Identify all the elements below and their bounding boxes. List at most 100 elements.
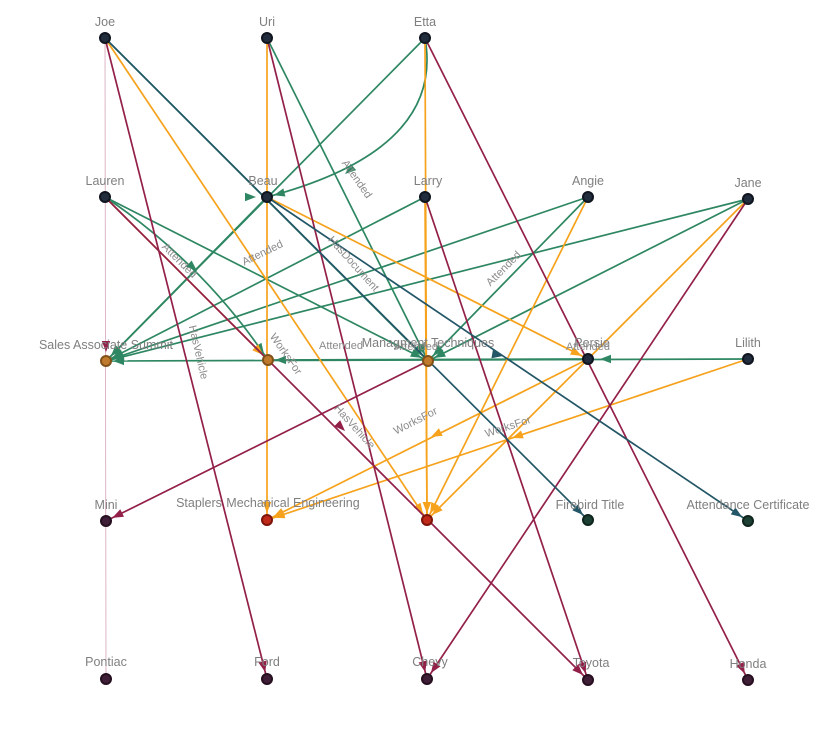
node-label-uri: Uri xyxy=(259,15,275,29)
node-beau[interactable] xyxy=(261,191,273,203)
node-uri[interactable] xyxy=(261,32,273,44)
mid-arrowhead-icon xyxy=(345,163,357,174)
edge-lauren-u1-attended xyxy=(104,196,269,361)
node-label-lauren: Lauren xyxy=(86,174,125,188)
mid-arrowhead-icon xyxy=(186,260,197,271)
edge-persie-staplers-worksfor xyxy=(266,358,589,521)
node-honda[interactable] xyxy=(742,674,754,686)
node-mini[interactable] xyxy=(100,515,112,527)
edge-arrowhead-icon xyxy=(258,660,267,673)
edge-lauren-toyota-hasvehicle xyxy=(104,196,589,681)
edge-uri-chevy-hasvehicle xyxy=(266,37,428,680)
node-ford[interactable] xyxy=(261,673,273,685)
edge-joe-firebird-hasdocument xyxy=(104,37,589,521)
node-label-jane: Jane xyxy=(734,176,761,190)
node-label-staplers: Staplers xyxy=(176,496,222,510)
mid-arrowhead-icon xyxy=(431,428,443,437)
node-label-attcert: Attendance Certificate xyxy=(687,498,810,512)
edge-arrowhead-icon xyxy=(578,661,587,674)
edge-label: Attended xyxy=(319,340,363,352)
node-pontiac[interactable] xyxy=(100,673,112,685)
edge-label: WorksFor xyxy=(267,331,304,377)
edge-joe-ford-hasvehicle xyxy=(104,37,268,680)
edge-arrowhead-icon xyxy=(572,664,584,676)
mid-arrowhead-icon xyxy=(600,354,611,364)
node-larry[interactable] xyxy=(419,191,431,203)
edge-arrowhead-icon xyxy=(418,660,427,673)
node-staplers[interactable] xyxy=(261,514,273,526)
edge-arrowhead-icon xyxy=(273,508,285,517)
edge-arrowhead-icon xyxy=(434,349,446,358)
edge-jane-mt-attended xyxy=(427,198,749,362)
edge-angie-mt-attended xyxy=(427,196,589,362)
node-label-beau: Beau xyxy=(248,174,277,188)
node-label-joe: Joe xyxy=(95,15,115,29)
edge-beau-attcert-hasdocument xyxy=(266,196,749,522)
node-label-sas: Sales Associate Summit xyxy=(39,338,174,352)
mid-arrowhead-icon xyxy=(491,349,503,359)
node-lauren[interactable] xyxy=(99,191,111,203)
edge-label: WorksFor xyxy=(484,414,533,440)
edge-label: Attended xyxy=(240,238,285,268)
edge-arrowhead-icon xyxy=(736,662,745,674)
mid-arrowhead-icon xyxy=(245,192,256,202)
edge-mt-mini-hasvehicle xyxy=(105,360,429,522)
edge-label: WorksFor xyxy=(392,405,440,437)
edge-joe-mecheng-worksfor xyxy=(104,37,428,521)
edge-arrowhead-icon xyxy=(431,504,443,516)
edge-arrowhead-icon xyxy=(432,345,444,356)
node-label-etta: Etta xyxy=(414,15,436,29)
edge-arrowhead-icon xyxy=(570,347,582,356)
edge-arrowhead-icon xyxy=(110,345,122,357)
edge-arrowhead-icon xyxy=(262,502,272,513)
edge-beau-persie-worksfor xyxy=(266,196,589,360)
edge-arrowhead-icon xyxy=(416,343,425,355)
node-mt[interactable] xyxy=(422,355,434,367)
node-label-mini: Mini xyxy=(95,498,118,512)
node-sas[interactable] xyxy=(100,355,112,367)
edge-arrowhead-icon xyxy=(413,502,424,515)
edge-jane-sas-attended xyxy=(105,198,749,362)
node-label-mecheng: Mechanical Engineering xyxy=(226,496,359,510)
node-jane[interactable] xyxy=(742,193,754,205)
node-firebird[interactable] xyxy=(582,514,594,526)
mid-arrowhead-icon xyxy=(334,420,345,431)
node-label-larry: Larry xyxy=(414,174,443,188)
edge-arrowhead-icon xyxy=(572,504,584,516)
node-label-toyota: Toyota xyxy=(573,656,610,670)
node-angie[interactable] xyxy=(582,191,594,203)
edge-arrowhead-icon xyxy=(112,509,124,518)
node-chevy[interactable] xyxy=(421,673,433,685)
edge-arrowhead-icon xyxy=(430,661,441,674)
node-label-pontiac: Pontiac xyxy=(85,655,127,669)
edge-arrowhead-icon xyxy=(274,355,287,365)
node-lilith[interactable] xyxy=(742,353,754,365)
edge-arrowhead-icon xyxy=(273,188,286,197)
edge-uri-mt-attended xyxy=(266,37,429,362)
node-label-angie: Angie xyxy=(572,174,604,188)
edge-label: Attended xyxy=(394,341,438,353)
node-label-ford: Ford xyxy=(254,655,280,669)
edge-arrowhead-icon xyxy=(730,507,743,518)
edge-etta-beau-attended xyxy=(266,37,428,198)
node-persie[interactable] xyxy=(582,353,594,365)
node-label-mt: Managment Techniques xyxy=(362,336,495,350)
node-label-firebird: Firebird Title xyxy=(556,498,625,512)
edge-arrowhead-icon xyxy=(112,356,125,366)
node-label-lilith: Lilith xyxy=(735,336,761,350)
node-toyota[interactable] xyxy=(582,674,594,686)
edge-jane-chevy-hasvehicle xyxy=(426,198,749,680)
node-u1[interactable] xyxy=(262,354,274,366)
node-attcert[interactable] xyxy=(742,515,754,527)
node-joe[interactable] xyxy=(99,32,111,44)
mid-arrowhead-icon xyxy=(512,430,524,439)
mid-arrowhead-icon xyxy=(101,341,111,352)
edge-arrowhead-icon xyxy=(410,349,422,358)
edge-label: Attended xyxy=(566,341,610,353)
node-label-honda: Honda xyxy=(730,657,767,671)
node-mecheng[interactable] xyxy=(421,514,433,526)
node-etta[interactable] xyxy=(419,32,431,44)
node-label-persie: Persie xyxy=(574,336,609,350)
